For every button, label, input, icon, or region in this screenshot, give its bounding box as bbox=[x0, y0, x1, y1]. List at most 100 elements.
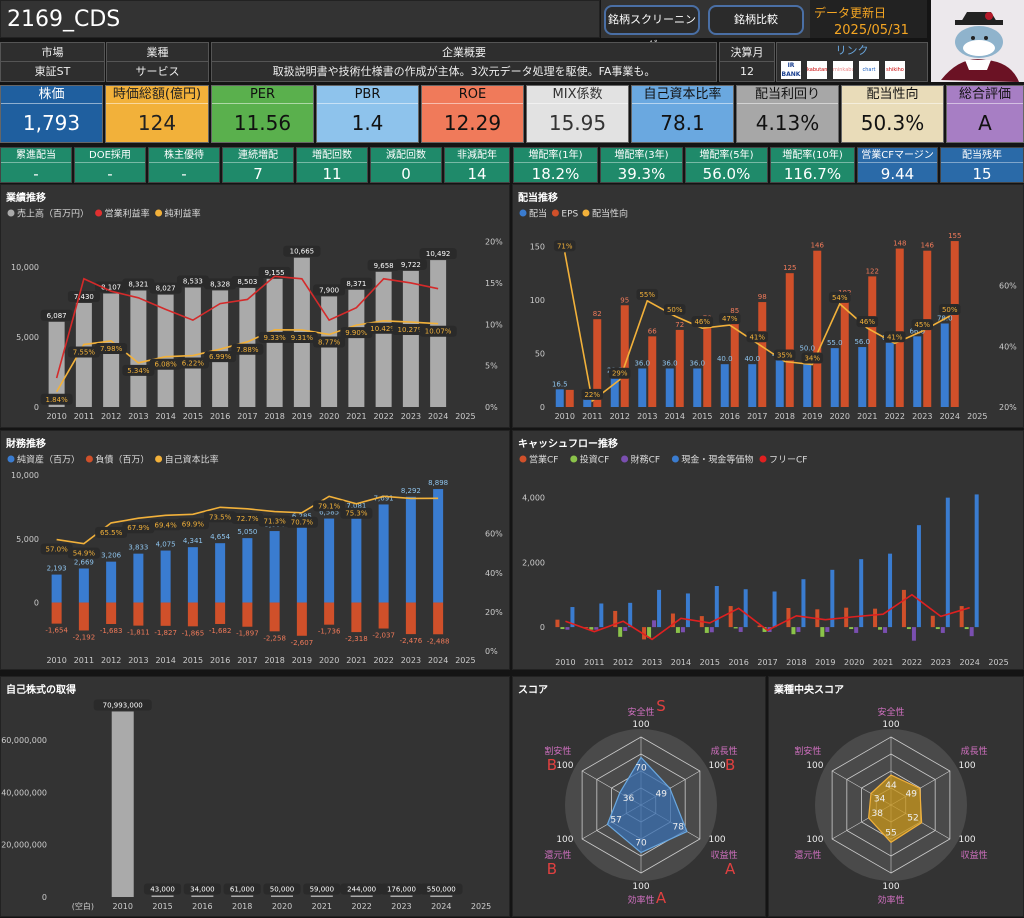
asset-label: 4,654 bbox=[210, 533, 231, 541]
x-tick: 2019 bbox=[292, 412, 312, 421]
x-tick: 2022 bbox=[885, 412, 905, 421]
metric-value: 4.13% bbox=[755, 111, 820, 135]
dividend-label: 40.0 bbox=[717, 355, 733, 363]
operating-cf-bar bbox=[757, 625, 762, 628]
payout-label-bg bbox=[911, 319, 934, 331]
radar-max: 100 bbox=[882, 720, 899, 730]
investing-cf-bar bbox=[762, 627, 767, 632]
title-bar: 2169_CDS bbox=[0, 0, 600, 38]
payout-label-bg bbox=[718, 313, 741, 325]
sales-label: 8,371 bbox=[346, 280, 366, 288]
buyback-label: 59,000 bbox=[310, 886, 335, 894]
sales-label: 8,027 bbox=[156, 285, 176, 293]
cash-bar bbox=[628, 602, 633, 628]
irbank-link[interactable]: IR BANK bbox=[781, 61, 801, 79]
cash-bar bbox=[743, 589, 748, 628]
stat-value: 18.2% bbox=[531, 165, 580, 183]
stat-8: 増配率(3年) 39.3% bbox=[600, 147, 683, 183]
x-tick: 2015 bbox=[183, 656, 203, 665]
fiscal-cell: 決算月 12 bbox=[719, 42, 775, 82]
stat-label: 増配回数 bbox=[297, 148, 367, 163]
buyback-bar bbox=[271, 895, 293, 897]
buyback-label: 34,000 bbox=[190, 886, 215, 894]
financing-cf-bar bbox=[680, 627, 685, 633]
net-label: 8.77% bbox=[318, 338, 341, 346]
buyback-label-bg bbox=[183, 883, 221, 895]
radar-grade: B bbox=[547, 860, 557, 878]
net-label-bg bbox=[122, 364, 155, 376]
radar-grade: A bbox=[725, 860, 736, 878]
asset-label: 8,292 bbox=[401, 487, 421, 495]
x-tick: 2021 bbox=[346, 656, 366, 665]
y-tick: 5,000 bbox=[16, 333, 39, 342]
x-tick: 2020 bbox=[272, 902, 292, 911]
ratio-label: 69.9% bbox=[182, 520, 205, 528]
chart-link[interactable]: chart bbox=[859, 61, 879, 79]
asset-label: 3,206 bbox=[101, 552, 122, 560]
x-tick: 2013 bbox=[128, 412, 148, 421]
cash-bar bbox=[830, 569, 835, 628]
eps-bar bbox=[785, 273, 794, 407]
x-tick: 2018 bbox=[264, 656, 284, 665]
asset-label: 8,898 bbox=[428, 479, 448, 487]
sales-label: 8,321 bbox=[128, 281, 148, 289]
eps-label: 82 bbox=[593, 310, 602, 318]
y-tick: 40,000,000 bbox=[1, 788, 47, 797]
investing-cf-bar bbox=[964, 627, 969, 630]
ratio-label: 54.9% bbox=[73, 550, 96, 558]
radar-value: 57 bbox=[610, 815, 621, 825]
x-tick: 2024 bbox=[431, 902, 451, 911]
cashflow-chart: 営業CF 投資CF 財務CF 現金・現金等価物 フリーCF 0 2,000 4,000 2010… bbox=[519, 454, 1009, 667]
ratio-label: 67.9% bbox=[127, 524, 150, 532]
radar-max: 100 bbox=[632, 720, 649, 730]
net-label-bg bbox=[204, 351, 237, 363]
radar-value: 38 bbox=[872, 809, 884, 819]
x-tick: 2024 bbox=[428, 412, 448, 421]
x-tick: 2017 bbox=[237, 656, 257, 665]
shark-character-icon bbox=[931, 0, 1024, 82]
radar-axis-label: 効率性 bbox=[877, 894, 904, 906]
payout-label: 54% bbox=[832, 294, 848, 302]
stat-value: - bbox=[33, 165, 39, 183]
radar-value: 49 bbox=[905, 789, 917, 799]
screening-button[interactable]: 銘柄スクリーニング bbox=[604, 5, 700, 52]
debt-bar bbox=[296, 602, 307, 636]
stat-label: 営業CFマージン bbox=[858, 148, 937, 163]
payout-label: 45% bbox=[914, 321, 930, 329]
financial-panel: 財務推移 純資産（百万） 負債（百万） 自己資本比率 0 5,000 10,000 0% 20… bbox=[0, 430, 510, 670]
minkabu-link[interactable]: minkabu bbox=[833, 61, 853, 79]
net-label: 9.90% bbox=[345, 329, 368, 337]
stat-value: 9.44 bbox=[880, 165, 915, 183]
ratio-label-bg bbox=[231, 512, 264, 524]
debt-label: -2,192 bbox=[73, 633, 96, 641]
dividend-label: 56.0 bbox=[854, 338, 870, 346]
operating-cf-bar bbox=[959, 606, 964, 628]
cash-bar bbox=[916, 525, 921, 628]
x-tick: 2010 bbox=[46, 656, 66, 665]
shikiho-link[interactable]: shikiho bbox=[885, 61, 905, 79]
x-tick: 2012 bbox=[101, 412, 121, 421]
debt-bar bbox=[242, 602, 253, 627]
payout-label: 50% bbox=[667, 306, 683, 314]
debt-bar bbox=[160, 602, 171, 626]
asset-label: 5,050 bbox=[237, 528, 257, 536]
compare-button[interactable]: 銘柄比較 bbox=[708, 5, 804, 35]
kabutan-link[interactable]: kabutan bbox=[807, 61, 827, 79]
link-cell: リンク IR BANK kabutan minkabu chart shikih… bbox=[776, 42, 928, 82]
investing-cf-bar bbox=[935, 627, 940, 630]
payout-label: 46% bbox=[694, 318, 710, 326]
legend-marker bbox=[7, 455, 15, 463]
net-label-bg bbox=[419, 325, 457, 337]
investing-cf-bar bbox=[791, 627, 796, 635]
dividend-chart: 配当 EPS 配当性向 0 50 100 150 20% 40% 60% 2010 16.5 2011 8… bbox=[519, 208, 1017, 421]
update-box: データ更新日 2025/05/31 bbox=[810, 0, 927, 38]
y-tick: 10,000 bbox=[11, 263, 39, 272]
financial-title: 財務推移 bbox=[6, 439, 46, 450]
sales-label: 7,900 bbox=[319, 286, 339, 294]
dividend-bar bbox=[638, 368, 647, 407]
debt-label: -2,318 bbox=[345, 635, 368, 643]
sales-label: 8,107 bbox=[101, 284, 121, 292]
x-tick: 2013 bbox=[128, 656, 148, 665]
financing-cf-bar bbox=[738, 627, 743, 632]
debt-bar bbox=[351, 602, 362, 633]
